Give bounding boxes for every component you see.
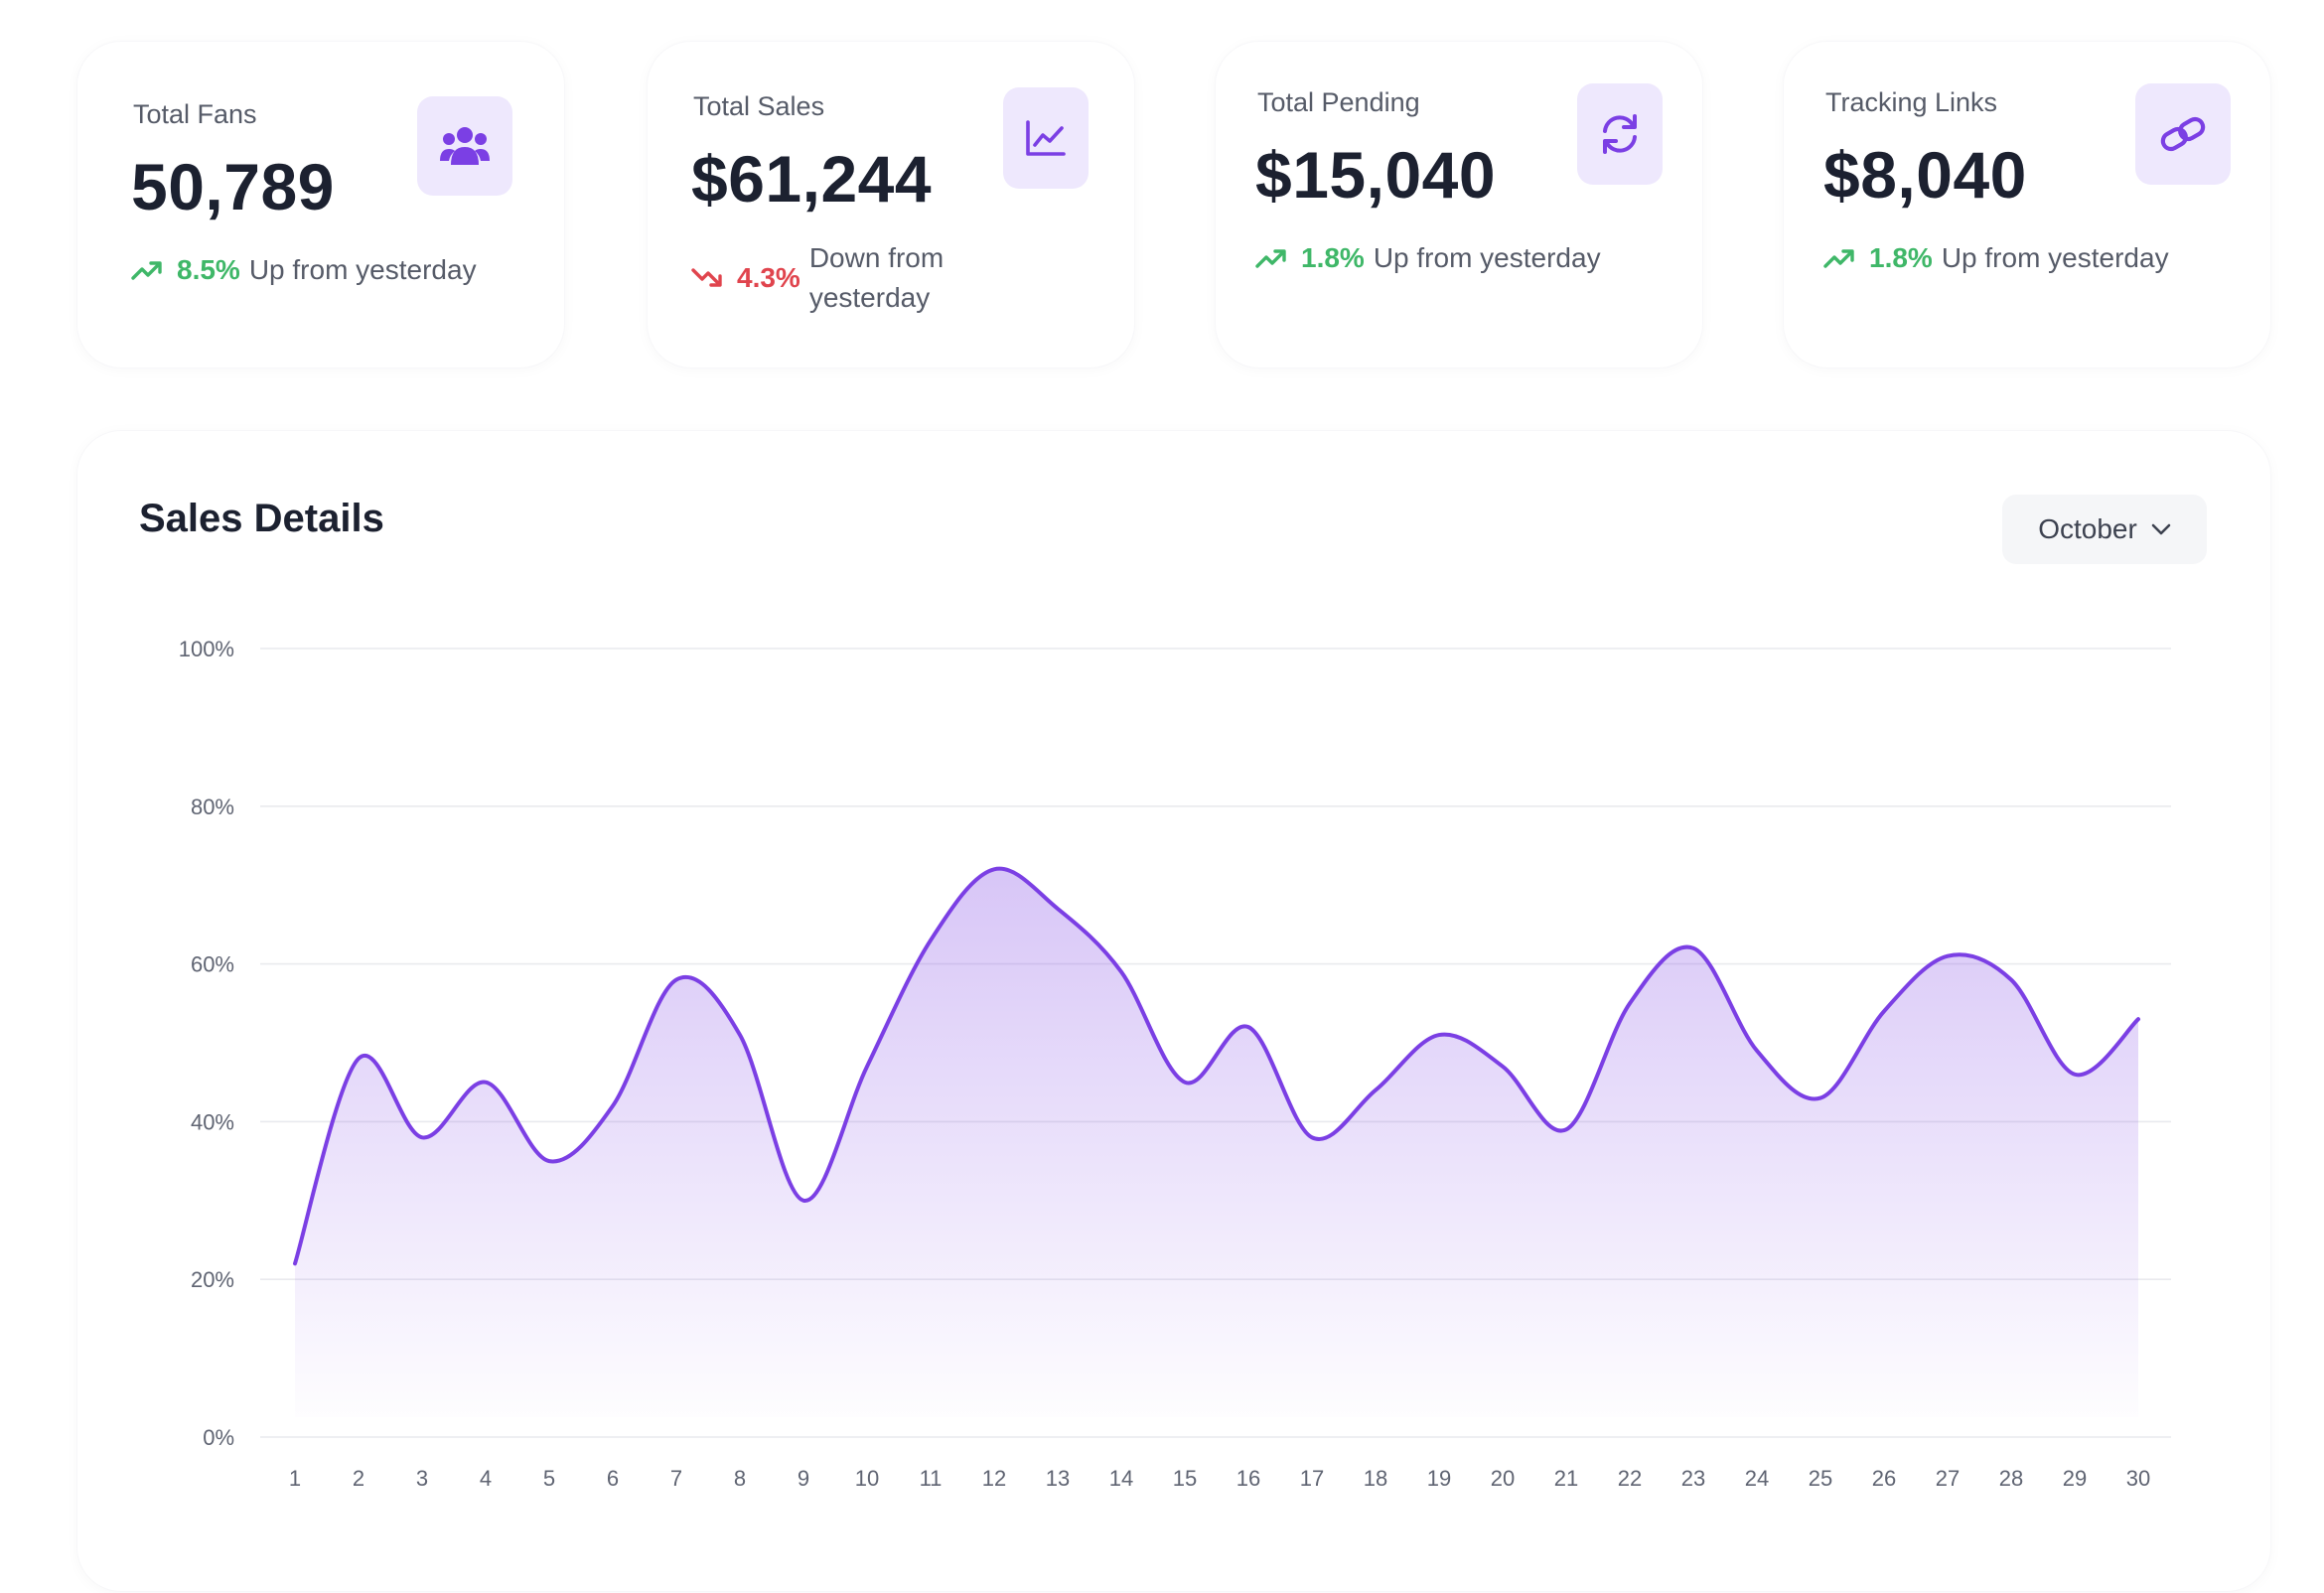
x-tick-label: 1 <box>289 1466 301 1491</box>
x-tick-label: 28 <box>1999 1466 2023 1491</box>
x-tick-label: 3 <box>416 1466 428 1491</box>
users-icon <box>417 96 512 196</box>
x-tick-label: 6 <box>607 1466 619 1491</box>
series-line <box>293 866 2140 1266</box>
stat-title: Tracking Links <box>1825 87 1998 117</box>
x-tick-label: 25 <box>1809 1466 1832 1491</box>
y-tick-label: 0% <box>203 1425 234 1450</box>
month-dropdown-value: October <box>2038 513 2137 544</box>
x-tick-label: 7 <box>670 1466 682 1491</box>
stat-card-total-sales: Total Sales $61,244 4.3% Down from yeste… <box>648 42 1134 367</box>
trend-percent: 1.8% <box>1301 242 1365 273</box>
trend-up-icon <box>131 261 162 280</box>
x-tick-label: 9 <box>798 1466 809 1491</box>
x-tick-label: 19 <box>1427 1466 1451 1491</box>
trend-description: Down from yesterday <box>808 242 944 313</box>
y-tick-label: 100% <box>179 637 234 661</box>
trend-up-icon <box>1823 249 1854 268</box>
trend-down-icon <box>691 268 722 287</box>
y-tick-label: 40% <box>191 1109 234 1134</box>
x-tick-label: 26 <box>1872 1466 1896 1491</box>
x-tick-label: 22 <box>1618 1466 1642 1491</box>
trend-description: Up from yesterday <box>1373 242 1601 273</box>
y-tick-label: 60% <box>191 952 234 977</box>
x-tick-label: 21 <box>1554 1466 1578 1491</box>
x-tick-label: 24 <box>1745 1466 1769 1491</box>
series-area <box>295 868 2138 1417</box>
trend-percent: 8.5% <box>177 254 240 285</box>
x-tick-label: 29 <box>2063 1466 2087 1491</box>
trend-up-icon <box>1255 249 1286 268</box>
sales-details-title: Sales Details <box>139 497 384 540</box>
link-icon <box>2135 83 2231 185</box>
x-tick-label: 16 <box>1236 1466 1260 1491</box>
x-tick-label: 18 <box>1364 1466 1387 1491</box>
month-dropdown[interactable]: October <box>2002 495 2207 564</box>
y-tick-label: 20% <box>191 1267 234 1292</box>
stat-card-tracking-links: Tracking Links $8,040 1.8% Up from yeste… <box>1784 42 2270 367</box>
stat-title: Total Fans <box>133 99 257 129</box>
x-tick-label: 8 <box>734 1466 746 1491</box>
x-tick-label: 14 <box>1109 1466 1133 1491</box>
stat-value: 50,789 <box>131 150 335 223</box>
stat-card-total-pending: Total Pending $15,040 1.8% Up from yeste… <box>1216 42 1702 367</box>
x-tick-label: 4 <box>480 1466 492 1491</box>
x-tick-label: 23 <box>1681 1466 1705 1491</box>
trend-description: Up from yesterday <box>248 254 477 285</box>
x-tick-label: 13 <box>1046 1466 1070 1491</box>
trend-indicator: 8.5% Up from yesterday <box>131 250 477 290</box>
chevron-down-icon <box>2151 523 2171 535</box>
x-tick-label: 12 <box>982 1466 1006 1491</box>
stat-value: $8,040 <box>1823 138 2027 212</box>
x-tick-label: 17 <box>1300 1466 1324 1491</box>
line-chart-icon <box>1003 87 1089 189</box>
x-tick-label: 15 <box>1173 1466 1197 1491</box>
trend-indicator: 4.3% Down from yesterday <box>691 238 978 318</box>
x-tick-label: 5 <box>543 1466 555 1491</box>
x-tick-label: 10 <box>855 1466 879 1491</box>
trend-indicator: 1.8% Up from yesterday <box>1823 238 2169 278</box>
trend-percent: 1.8% <box>1869 242 1933 273</box>
x-tick-label: 20 <box>1491 1466 1515 1491</box>
trend-percent: 4.3% <box>737 262 800 293</box>
x-tick-label: 2 <box>353 1466 364 1491</box>
y-tick-label: 80% <box>191 795 234 819</box>
stat-card-total-fans: Total Fans 50,789 8.5% Up from yesterday <box>77 42 564 367</box>
refresh-icon <box>1577 83 1663 185</box>
stat-value: $61,244 <box>691 142 933 216</box>
x-tick-label: 30 <box>2126 1466 2150 1491</box>
trend-indicator: 1.8% Up from yesterday <box>1255 238 1601 278</box>
trend-description: Up from yesterday <box>1941 242 2169 273</box>
x-tick-label: 27 <box>1936 1466 1960 1491</box>
stat-title: Total Pending <box>1257 87 1420 117</box>
stat-title: Total Sales <box>693 91 825 121</box>
x-tick-label: 11 <box>920 1466 943 1491</box>
stat-value: $15,040 <box>1255 138 1497 212</box>
